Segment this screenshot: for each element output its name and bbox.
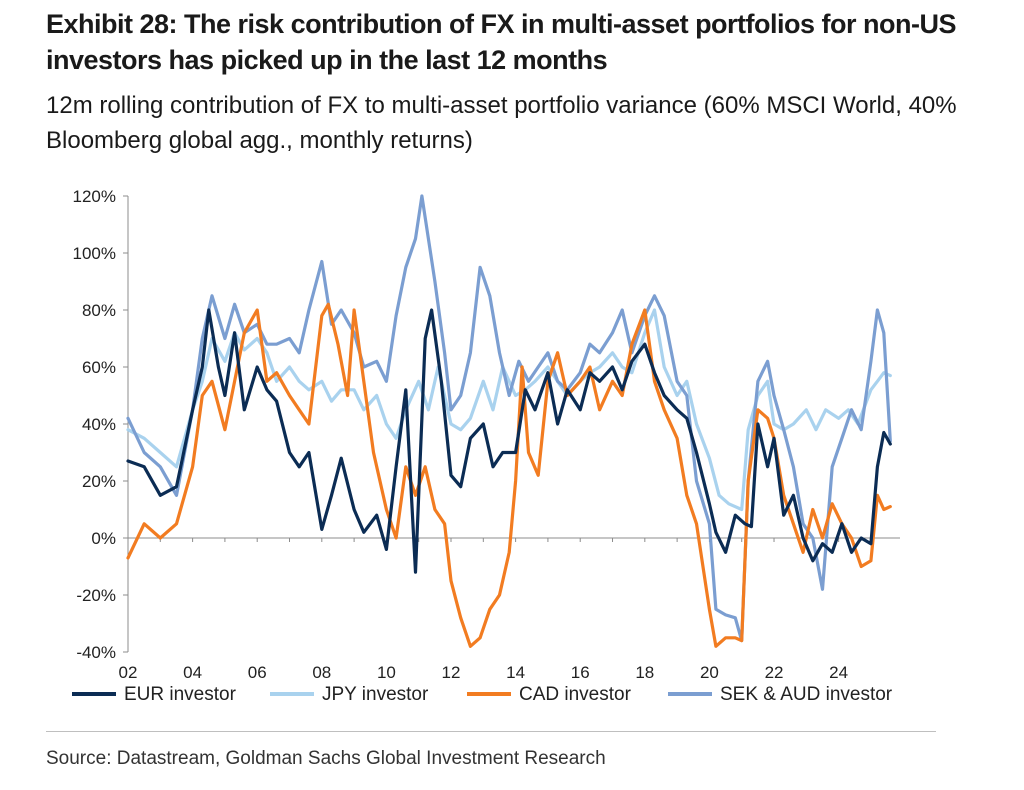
legend-label: JPY investor (322, 684, 429, 705)
series-line-jpy-investor (126, 308, 892, 512)
x-tick-label: 20 (700, 663, 719, 682)
chart-axes: -40% -20% 0% 20% 40% 60% 80% 100% 120% 02 04 06 08 10… (73, 187, 900, 682)
y-tick-label: 80% (82, 301, 116, 320)
chart-subtitle: 12m rolling contribution of FX to multi-… (46, 92, 957, 154)
x-tick-label: 16 (571, 663, 590, 682)
y-tick-label: 20% (82, 472, 116, 491)
source-divider (46, 731, 936, 732)
chart-title: Exhibit 28: The risk contribution of FX … (46, 9, 957, 75)
y-tick-label: -40% (76, 643, 116, 662)
x-tick-label: 18 (635, 663, 654, 682)
series-line-cad-investor (126, 302, 892, 648)
x-tick-label: 04 (183, 663, 202, 682)
legend-label: EUR investor (124, 684, 237, 705)
series-line-sek-aud-investor (126, 194, 892, 643)
y-tick-label: -20% (76, 586, 116, 605)
x-tick-label: 12 (442, 663, 461, 682)
x-tick-label: 08 (312, 663, 331, 682)
y-tick-label: 0% (91, 529, 116, 548)
legend-label: CAD investor (519, 684, 632, 705)
series-line-eur-investor (126, 308, 892, 574)
chart-lines (126, 194, 892, 648)
x-tick-label: 14 (506, 663, 525, 682)
y-tick-label: 40% (82, 415, 116, 434)
x-tick-label: 24 (829, 663, 848, 682)
chart-legend: EUR investor JPY investor CAD investor SEK … (72, 684, 893, 705)
x-tick-label: 06 (248, 663, 267, 682)
x-tick-label: 10 (377, 663, 396, 682)
x-tick-label: 02 (119, 663, 138, 682)
y-tick-label: 60% (82, 358, 116, 377)
source-note: Source: Datastream, Goldman Sachs Global… (46, 748, 606, 769)
legend-label: SEK & AUD investor (720, 684, 893, 705)
y-tick-label: 120% (73, 187, 116, 206)
line-chart: -40% -20% 0% 20% 40% 60% 80% 100% 120% 02 04 06 08 10… (72, 187, 900, 705)
y-tick-label: 100% (73, 244, 116, 263)
x-tick-label: 22 (765, 663, 784, 682)
